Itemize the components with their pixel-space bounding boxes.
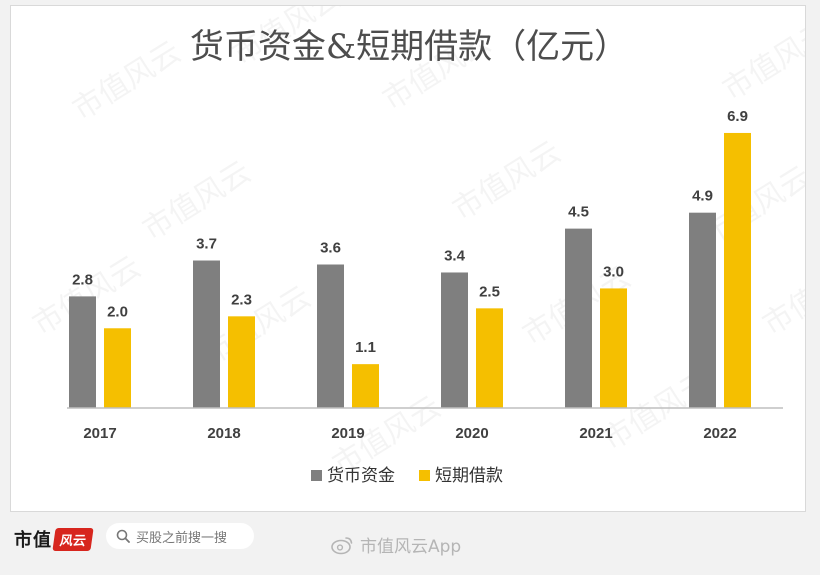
legend-label: 货币资金: [327, 466, 395, 486]
data-label: 3.7: [196, 236, 217, 253]
brand-seal: 风云: [52, 527, 94, 551]
watermark-text: 市值风云: [137, 155, 257, 248]
bars-layer: 2.8 2.0 3.7 2.3 3.6 1.1 3.4 2.5 4.5 3.0 4.9 6.9: [69, 108, 751, 408]
bar-cash-2021: [565, 228, 592, 408]
search-placeholder: 买股之前搜一搜: [136, 530, 228, 546]
bar-short-term-loan-2022: [724, 132, 751, 408]
x-tick-labels: 2017 2018 2019 2020 2021 2022: [83, 425, 736, 442]
data-label: 3.4: [444, 247, 466, 264]
footer-bar: 市值 风云 买股之前搜一搜 市值风云App: [0, 512, 820, 575]
brand-logo[interactable]: 市值 风云: [14, 526, 94, 552]
bar-short-term-loan-2021: [600, 288, 627, 408]
watermark-text: 市值风云: [67, 35, 187, 128]
data-label: 6.9: [727, 108, 748, 125]
x-tick-label: 2022: [703, 425, 736, 442]
app-watermark-text: 市值风云App: [360, 537, 462, 557]
app-watermark: 市值风云App: [330, 532, 461, 557]
legend: 货币资金 短期借款: [311, 466, 503, 486]
search-icon: [116, 529, 130, 543]
data-label: 2.8: [72, 271, 93, 288]
data-label: 2.5: [479, 283, 500, 300]
data-label: 4.9: [692, 188, 713, 205]
legend-label: 短期借款: [435, 466, 503, 486]
x-tick-label: 2019: [331, 425, 364, 442]
x-tick-label: 2018: [207, 425, 240, 442]
bar-cash-2020: [441, 272, 468, 408]
legend-swatch: [419, 470, 430, 481]
bar-cash-2017: [69, 296, 96, 408]
watermark-text: 市值风云: [447, 135, 567, 228]
x-tick-label: 2020: [455, 425, 488, 442]
bar-short-term-loan-2019: [352, 364, 379, 408]
data-label: 3.6: [320, 240, 341, 257]
chart-title: 货币资金&短期借款（亿元）: [190, 27, 628, 67]
brand-text: 市值: [14, 530, 52, 551]
bar-cash-2018: [193, 260, 220, 408]
bar-short-term-loan-2020: [476, 308, 503, 408]
bar-short-term-loan-2018: [228, 316, 255, 408]
data-label: 1.1: [355, 339, 376, 356]
search-input[interactable]: 买股之前搜一搜: [106, 523, 254, 549]
x-tick-label: 2017: [83, 425, 116, 442]
bar-short-term-loan-2017: [104, 328, 131, 408]
watermark-text: 市值风云: [717, 15, 806, 108]
data-label: 3.0: [603, 263, 624, 280]
weibo-icon: [331, 536, 353, 554]
data-label: 2.3: [231, 291, 252, 308]
legend-swatch: [311, 470, 322, 481]
bar-cash-2019: [317, 264, 344, 408]
chart-card: 市值风云 市值风云 市值风云 市值风云 市值风云 市值风云 市值风云 市值风云 市值风云 市值风云…: [10, 5, 806, 512]
data-label: 4.5: [568, 204, 589, 221]
watermark-text: 市值风云: [757, 250, 806, 343]
x-tick-label: 2021: [579, 425, 612, 442]
bar-cash-2022: [689, 212, 716, 408]
data-label: 2.0: [107, 303, 128, 320]
